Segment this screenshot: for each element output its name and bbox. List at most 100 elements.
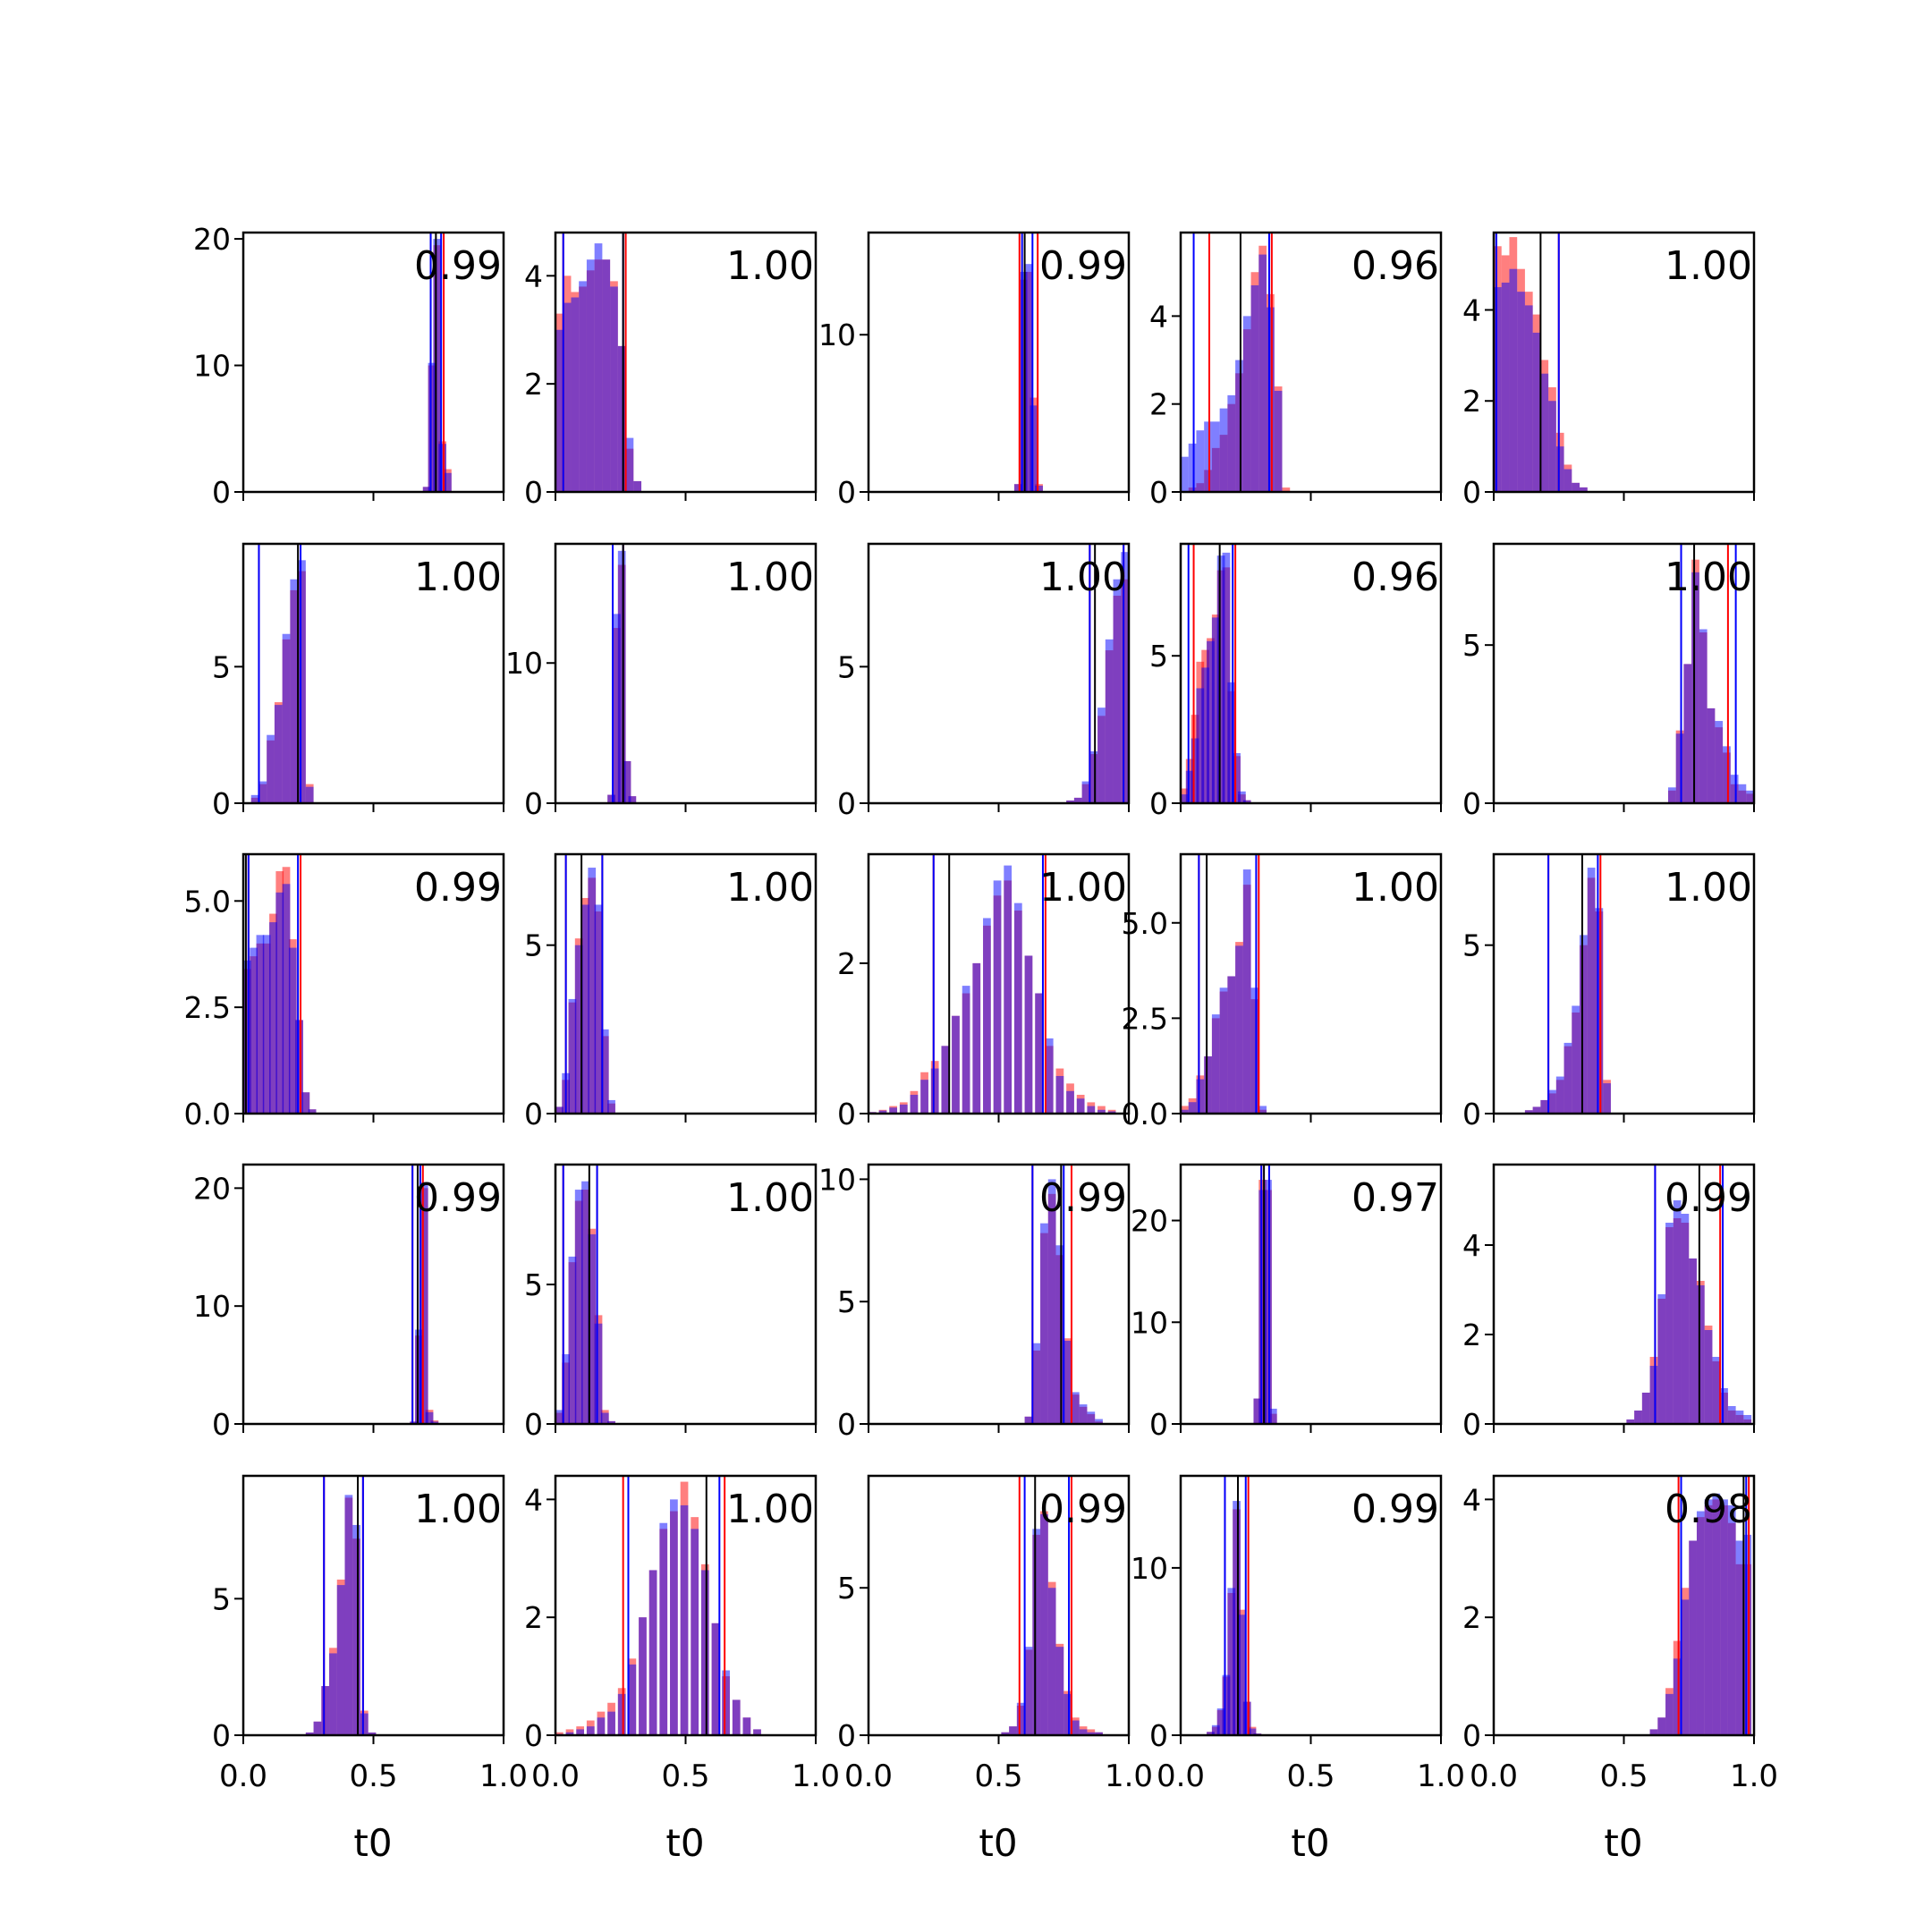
- panel-annotation: 1.00: [414, 1487, 502, 1532]
- x-axis-label-col-4: t0: [1291, 1821, 1329, 1865]
- histogram-panel: 0 2 4 1.00: [524, 231, 818, 510]
- x-tick-label: 0.0: [1470, 1758, 1518, 1794]
- histogram-panel: 0 10 20 0.99: [193, 1163, 505, 1442]
- histogram-panel: 051.00: [1462, 542, 1756, 821]
- blue-histogram-bar: [1649, 1729, 1658, 1735]
- blue-histogram-bar: [444, 472, 452, 492]
- blue-histogram-bar: [1555, 1076, 1564, 1114]
- blue-histogram-bar: [1207, 1732, 1215, 1735]
- blue-histogram-bar: [670, 1499, 678, 1735]
- y-tick-label: 5.0: [184, 884, 231, 919]
- histogram-panel: 0.0 2.5 5.0 1.00: [1122, 852, 1443, 1131]
- histogram-panel: 0 5 10 0.99: [818, 1162, 1131, 1442]
- blue-histogram-bar: [920, 1080, 928, 1114]
- blue-histogram-bar: [1258, 254, 1267, 492]
- blue-histogram-bar: [1181, 1109, 1189, 1114]
- blue-histogram-bar: [243, 960, 251, 1114]
- blue-histogram-bar: [1024, 1416, 1033, 1424]
- blue-histogram-bar: [1087, 1732, 1096, 1735]
- panel-annotation: 1.00: [414, 555, 502, 600]
- panel-annotation: 0.97: [1352, 1175, 1439, 1221]
- blue-histogram-bar: [1665, 1223, 1674, 1424]
- y-tick-label: 0: [524, 475, 543, 510]
- blue-histogram-bar: [1009, 1726, 1017, 1735]
- x-tick-label: 0.0: [219, 1758, 267, 1794]
- blue-histogram-bar: [410, 1421, 418, 1424]
- y-tick-label: 4: [524, 1482, 543, 1517]
- y-tick-label: 5: [1462, 928, 1481, 963]
- blue-histogram-bar: [639, 1617, 647, 1735]
- blue-histogram-bar: [430, 1421, 439, 1424]
- blue-histogram-bar: [607, 1711, 615, 1735]
- histogram-panel: 0 2 4 0.0 0.5 1.0 0.98: [1462, 1474, 1778, 1794]
- blue-histogram-bar: [301, 1092, 310, 1114]
- y-tick-label: 0: [212, 1718, 231, 1753]
- blue-histogram-bar: [415, 1329, 423, 1424]
- blue-histogram-bar: [1196, 430, 1205, 492]
- blue-histogram-bar: [983, 918, 991, 1114]
- panel-annotation: 0.99: [414, 1175, 502, 1221]
- blue-histogram-bar: [256, 935, 265, 1114]
- x-tick-label: 0.5: [1599, 1758, 1648, 1794]
- y-tick-label: 4: [1462, 1228, 1481, 1263]
- y-tick-label: 20: [1131, 1204, 1168, 1239]
- plot-area: [243, 854, 317, 1114]
- blue-histogram-bar: [648, 1570, 657, 1735]
- blue-histogram-bar: [1555, 446, 1564, 492]
- blue-histogram-bar: [1047, 1588, 1056, 1735]
- blue-histogram-bar: [1095, 1732, 1103, 1735]
- blue-histogram-bar: [1720, 1499, 1728, 1735]
- blue-histogram-bar: [1723, 746, 1731, 803]
- blue-histogram-bar: [1689, 1540, 1697, 1735]
- blue-histogram-bar: [1222, 1674, 1231, 1735]
- blue-histogram-bar: [262, 935, 271, 1114]
- y-tick-label: 5: [837, 1571, 856, 1606]
- blue-histogram-bar: [1720, 1388, 1728, 1424]
- panel-annotation: 0.96: [1352, 555, 1439, 600]
- blue-histogram-bar: [321, 1686, 330, 1735]
- blue-histogram-bar: [1268, 1408, 1277, 1424]
- y-tick-label: 5: [1462, 628, 1481, 663]
- y-tick-label: 0: [1462, 786, 1481, 821]
- blue-histogram-bar: [368, 1732, 377, 1735]
- y-tick-label: 5.0: [1122, 906, 1168, 941]
- blue-histogram-bar: [594, 904, 603, 1114]
- blue-histogram-bar: [562, 1354, 571, 1424]
- blue-histogram-bar: [555, 1410, 564, 1424]
- panel-annotation: 1.00: [1665, 243, 1752, 289]
- blue-histogram-bar: [1211, 1724, 1220, 1735]
- blue-histogram-bar: [1204, 421, 1212, 492]
- blue-histogram-bar: [607, 1420, 615, 1424]
- plot-area: [305, 1476, 377, 1735]
- y-tick-label: 10: [1131, 1305, 1168, 1340]
- plot-area: [1649, 1476, 1752, 1735]
- blue-histogram-bar: [438, 444, 446, 492]
- blue-histogram-bar: [1696, 1511, 1705, 1735]
- blue-histogram-bar: [1715, 721, 1724, 803]
- blue-histogram-bar: [1587, 868, 1596, 1114]
- blue-histogram-bar: [275, 892, 284, 1114]
- blue-histogram-bar: [574, 1190, 583, 1424]
- x-tick-label: 1.0: [1105, 1758, 1153, 1794]
- blue-histogram-bar: [910, 1094, 919, 1114]
- blue-histogram-bar: [282, 633, 291, 803]
- blue-histogram-bar: [1055, 1647, 1064, 1735]
- histogram-panel: 051.00: [524, 852, 818, 1131]
- blue-histogram-bar: [1707, 708, 1716, 803]
- blue-histogram-bar: [680, 1504, 689, 1735]
- y-tick-label: 2: [1462, 1318, 1481, 1352]
- y-tick-label: 0: [1149, 475, 1168, 510]
- blue-histogram-bar: [1242, 316, 1251, 492]
- blue-histogram-bar: [993, 880, 1002, 1114]
- blue-histogram-bar: [1548, 401, 1556, 492]
- plot-area: [1253, 1165, 1277, 1424]
- blue-histogram-bar: [1501, 282, 1510, 492]
- panel-annotation: 1.00: [1352, 865, 1439, 911]
- panel-annotation: 0.99: [1039, 243, 1127, 289]
- panel-annotation: 0.98: [1665, 1487, 1752, 1532]
- blue-histogram-bar: [1071, 1392, 1080, 1424]
- blue-histogram-bar: [1548, 1089, 1556, 1114]
- y-tick-label: 0: [212, 786, 231, 821]
- plot-area: [607, 544, 637, 803]
